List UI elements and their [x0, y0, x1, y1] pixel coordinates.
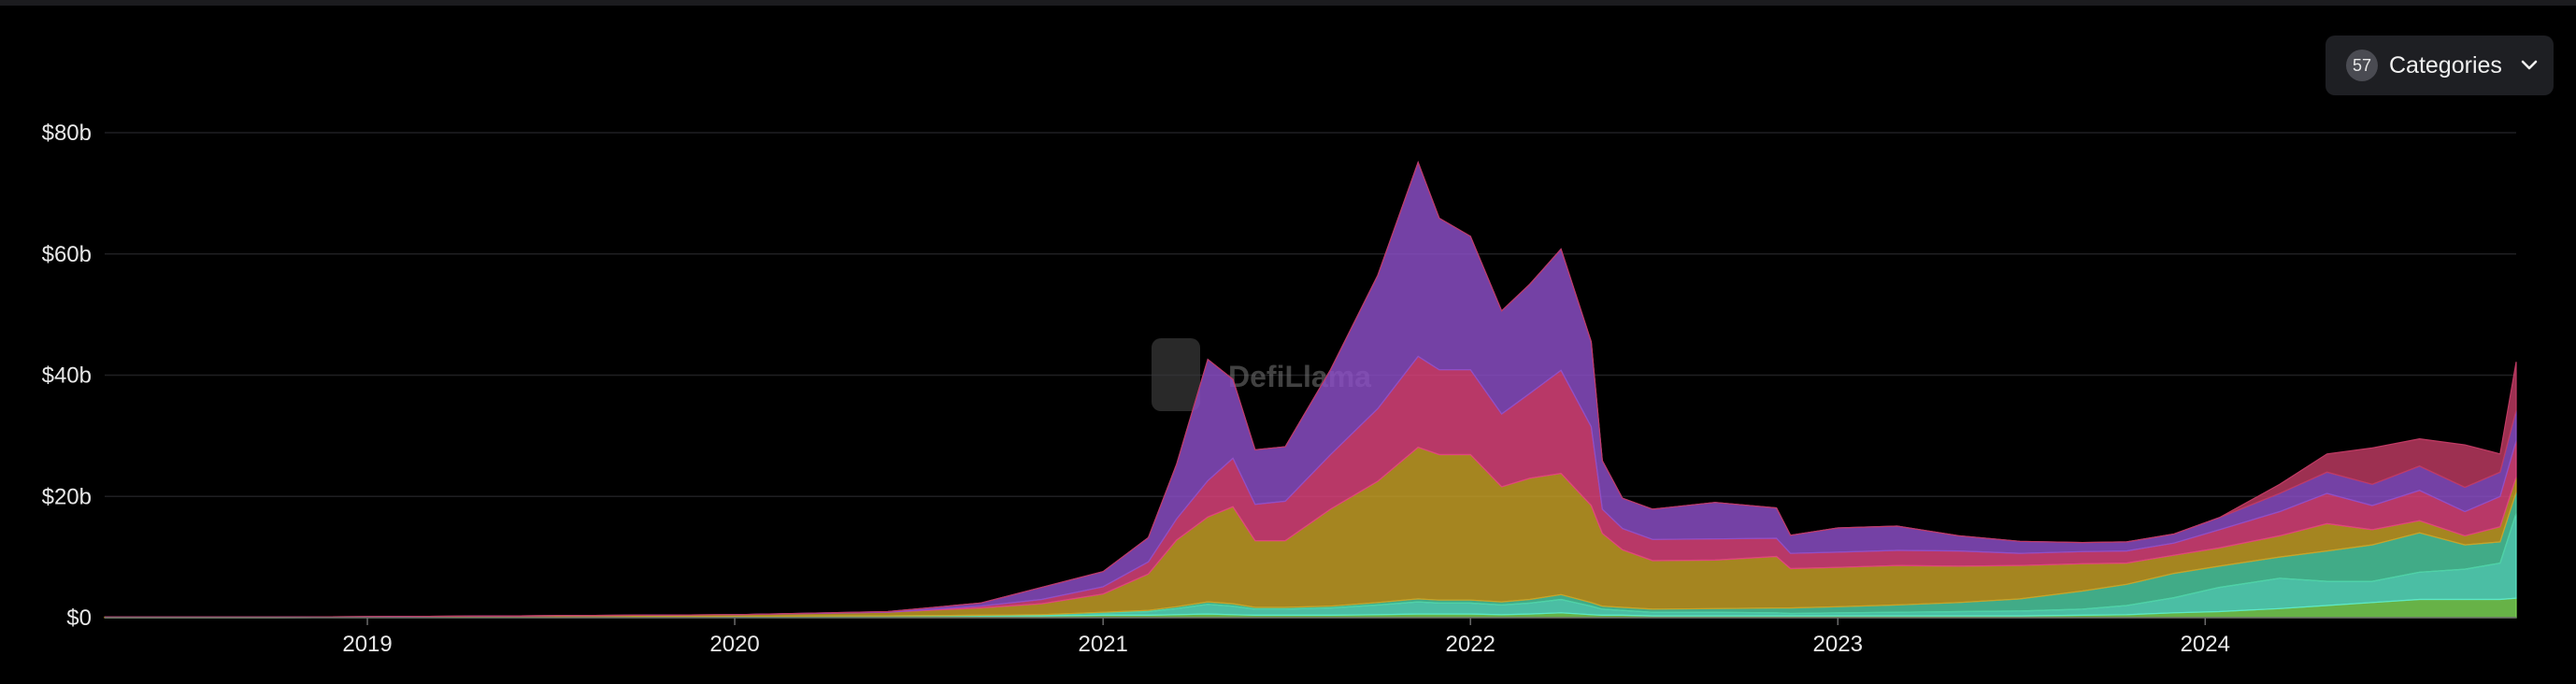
categories-label: Categories	[2389, 51, 2502, 78]
area-series-7	[105, 161, 2517, 618]
y-tick-label: $80b	[42, 121, 92, 146]
categories-count-badge: 57	[2346, 50, 2378, 81]
x-tick-label: 2019	[342, 632, 392, 657]
llama-logo-icon	[1152, 338, 1200, 411]
categories-button[interactable]: 57 Categories	[2326, 36, 2554, 95]
y-tick-label: $40b	[42, 363, 92, 389]
x-axis-ticks: 2019 2020 2021 2022 2023 2024	[105, 617, 2516, 657]
y-axis-ticks: $0 $20b $40b $60b $80b	[42, 121, 92, 631]
y-tick-label: $20b	[42, 484, 92, 509]
y-tick-label: $60b	[42, 242, 92, 267]
x-tick-label: 2024	[2181, 632, 2230, 657]
chevron-down-icon	[2519, 55, 2540, 76]
x-tick-label: 2020	[709, 632, 759, 657]
x-tick-label: 2021	[1078, 632, 1127, 657]
x-tick-label: 2022	[1446, 632, 1496, 657]
x-tick-label: 2023	[1813, 632, 1863, 657]
stacked-areas	[104, 161, 2517, 619]
top-border	[0, 0, 2576, 6]
y-tick-label: $0	[66, 606, 92, 631]
